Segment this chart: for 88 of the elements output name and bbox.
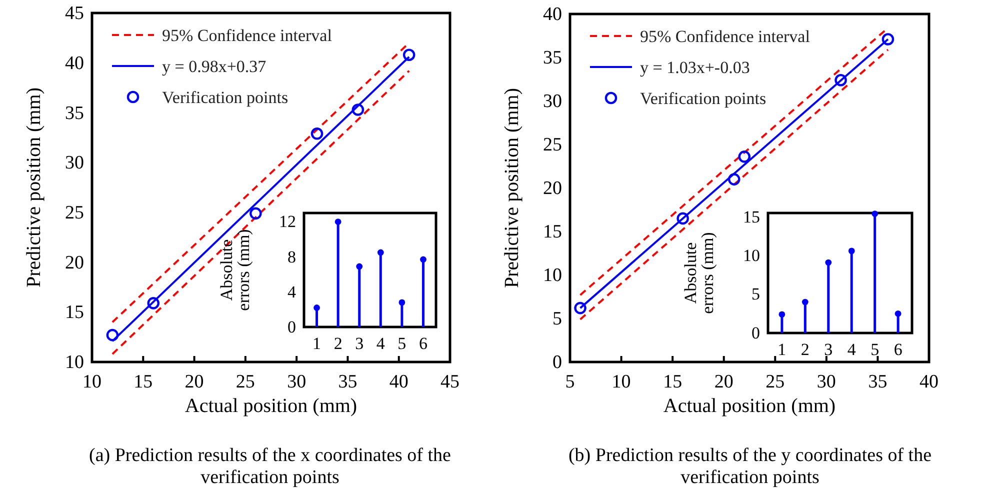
point [402,48,416,62]
point [872,210,878,217]
x-tick-label: 40 [389,371,408,392]
x-tick-label: 15 [134,371,153,392]
point [728,173,740,186]
point [848,248,855,254]
x-tick-label: 5 [398,334,406,354]
legend-label: Verification points [162,88,288,107]
x-tick-label: 3 [355,334,364,354]
y-tick-label: 30 [543,91,562,112]
x-tick-label: 1 [778,340,786,360]
x-tick-label: 25 [236,371,255,392]
y-tick-label: 0 [552,352,562,374]
point [352,104,364,116]
x-tick-label: 35 [338,371,358,392]
y-tick-label: 20 [65,252,84,274]
x-tick-label: 6 [894,340,902,360]
legend-label: y = 0.98x+0.37 [162,57,267,76]
y-axis-title: Predictive position (mm) [501,88,523,288]
y-tick-label: 5 [552,308,562,330]
y-tick-label: 40 [543,4,562,26]
y-tick-label: 25 [65,202,84,224]
point [738,150,751,163]
y-axis-title: Predictive position (mm) [23,88,45,288]
x-tick-label: 20 [184,371,204,392]
y-tick-label: 0 [288,317,296,336]
y-axis-title: Absolute errors (mm) [217,229,253,311]
y-tick-label: 35 [543,48,562,69]
y-tick-label: 35 [65,102,84,124]
point [802,298,808,306]
x-tick-label: 3 [824,340,833,360]
x-tick-label: 10 [82,371,102,392]
x-tick-label: 2 [334,334,342,354]
y-tick-label: 4 [288,282,296,302]
x-tick-label: 5 [870,340,880,360]
point [894,310,902,317]
x-tick-label: 15 [663,371,682,392]
x-tick-label: 30 [816,371,836,392]
point [574,302,586,314]
text: (a) Prediction results of the x coordinates of the verification points [89,445,451,488]
y-axis-title: Absolute errors (mm) [681,232,717,314]
x-tick-label: 45 [440,371,460,392]
y-tick-label: 15 [743,207,760,226]
x-tick-label: 25 [766,371,785,392]
y-tick-label: 15 [543,222,562,243]
legend-label: Verification points [640,89,766,108]
legend-label: 95% Confidence interval [162,26,332,45]
y-tick-label: 40 [65,52,84,74]
point [420,256,426,263]
x-tick-label: 35 [868,371,888,392]
y-tick-label: 25 [543,134,562,156]
x-tick-label: 1 [312,334,322,354]
point [356,263,363,270]
x-tick-label: 4 [376,334,386,354]
y-tick-label: 12 [279,212,296,232]
y-tick-label: 8 [288,247,296,266]
x-tick-label: 20 [714,371,734,392]
legend-label: y = 1.03x+-0.03 [640,58,750,77]
y-tick-label: 10 [743,246,760,266]
y-tick-label: 15 [65,302,84,324]
y-tick-label: 0 [752,323,760,342]
y-tick-label: 20 [543,178,562,200]
point [314,304,320,311]
y-tick-label: 10 [543,265,562,286]
legend-label: 95% Confidence interval [640,27,810,46]
x-tick-label: 6 [418,334,428,354]
point [106,328,119,342]
point [147,297,160,310]
x-tick-label: 4 [847,340,856,360]
y-tick-label: 45 [65,3,84,24]
point [882,33,894,46]
point [825,259,832,266]
point [377,249,384,256]
x-tick-label: 2 [800,340,810,360]
y-tick-label: 30 [65,152,84,174]
point [778,311,786,318]
point [334,218,342,225]
text: (b) Prediction results of the y coordinates of the verification points [568,445,932,488]
point [250,207,262,220]
x-tick-label: 10 [612,371,631,392]
x-tick-label: 40 [920,371,938,392]
x-axis-title: Actual position (mm) [663,395,836,417]
x-axis-title: Actual position (mm) [184,395,358,417]
point [676,212,689,225]
point [310,128,324,140]
point [398,299,406,306]
y-tick-label: 5 [752,284,760,304]
point [834,74,847,86]
